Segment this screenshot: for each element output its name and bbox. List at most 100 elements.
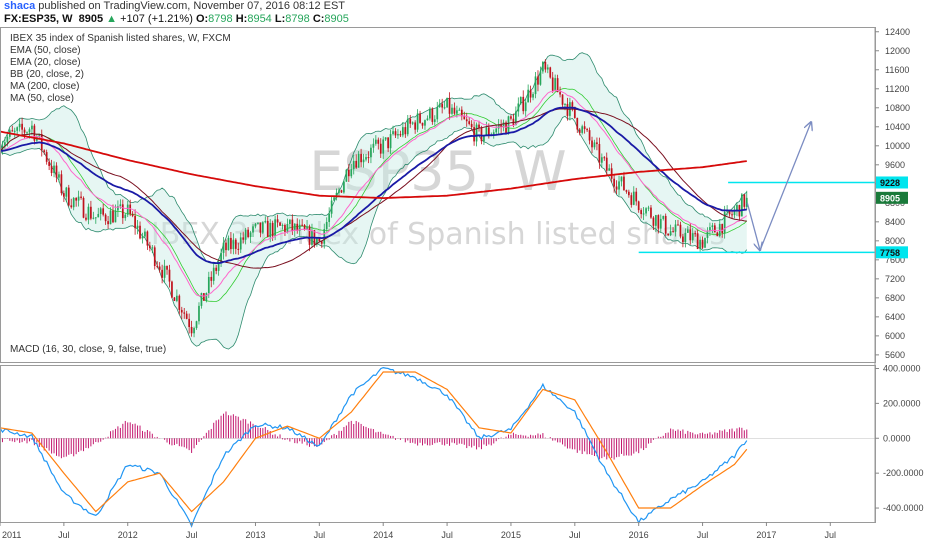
candle-body xyxy=(736,205,738,211)
candle-body xyxy=(205,292,208,301)
candle-body xyxy=(301,224,304,226)
candle-body xyxy=(18,123,21,128)
candle-body xyxy=(429,108,431,119)
x-tick-label: Jul xyxy=(314,530,326,540)
indicator-legend: IBEX 35 index of Spanish listed shares, … xyxy=(10,33,231,355)
candle-body xyxy=(578,129,581,133)
candle-body xyxy=(102,208,105,215)
candle-body xyxy=(610,168,613,179)
y-tick-label: 7200 xyxy=(885,274,905,284)
candle-body xyxy=(11,130,14,132)
candle-body xyxy=(70,205,73,208)
legend-ma200[interactable]: MA (200, close) xyxy=(10,81,79,92)
candle-body xyxy=(200,293,203,306)
y-tick-label: 5600 xyxy=(885,350,905,360)
open-value: 8798 xyxy=(208,13,233,25)
candle-body xyxy=(728,210,731,215)
candle-body xyxy=(600,157,603,163)
chart-canvas[interactable]: ESP35, W IBEX 35 index of Spanish listed… xyxy=(0,27,932,550)
macd-line xyxy=(0,366,748,528)
candle-body xyxy=(711,225,714,228)
candle-body xyxy=(33,125,36,141)
candle-body xyxy=(672,231,674,233)
symbol-label: FX:ESP35, W xyxy=(4,13,73,25)
candle-body xyxy=(652,217,655,226)
y-tick-label: 6000 xyxy=(885,331,905,341)
candle-body xyxy=(198,305,200,322)
candle-body xyxy=(141,236,144,239)
candle-body xyxy=(23,129,26,133)
candle-body xyxy=(6,136,9,143)
candle-body xyxy=(529,89,532,98)
arrow-up-annotation[interactable] xyxy=(759,122,811,251)
candle-body xyxy=(392,131,394,135)
ema50-line xyxy=(0,106,747,264)
author-name[interactable]: shaca xyxy=(4,0,36,12)
arrow-down-annotation[interactable] xyxy=(746,202,760,251)
candle-body xyxy=(598,144,601,163)
y-tick-label: 8400 xyxy=(885,217,905,227)
candle-body xyxy=(382,139,385,154)
candle-body xyxy=(389,134,392,149)
y-tick-label: 7600 xyxy=(885,255,905,265)
candle-body xyxy=(470,123,473,128)
candle-body xyxy=(478,124,480,128)
y-tick-label: 10000 xyxy=(885,141,910,151)
macd-legend[interactable]: MACD (16, 30, close, 9, false, true) xyxy=(10,344,166,355)
candle-body xyxy=(527,89,530,103)
candle-body xyxy=(266,220,269,238)
close-label: C: xyxy=(312,13,325,25)
candle-body xyxy=(603,157,606,159)
candle-body xyxy=(512,118,515,126)
x-tick-label: Jul xyxy=(825,530,837,540)
candle-body xyxy=(58,174,60,178)
candle-body xyxy=(352,160,355,170)
candle-body xyxy=(465,119,468,122)
price-tag-last-bg xyxy=(876,191,908,204)
candle-body xyxy=(608,168,611,171)
candle-body xyxy=(264,220,267,223)
candle-body xyxy=(500,125,502,128)
candle-body xyxy=(153,247,156,267)
candle-body xyxy=(347,169,350,177)
candle-body xyxy=(576,117,579,130)
candle-body xyxy=(655,215,657,226)
candle-body xyxy=(397,134,399,136)
legend-bb[interactable]: BB (20, close, 2) xyxy=(10,69,84,80)
candle-body xyxy=(77,196,80,201)
candle-body xyxy=(448,97,451,114)
candle-body xyxy=(701,239,704,248)
legend-ema20[interactable]: EMA (20, close) xyxy=(10,57,81,68)
candle-body xyxy=(564,103,566,105)
candle-body xyxy=(345,169,348,182)
legend-ema50[interactable]: EMA (50, close) xyxy=(10,45,81,56)
candle-body xyxy=(259,222,262,233)
candle-body xyxy=(632,191,635,205)
candle-body xyxy=(146,231,149,246)
candle-body xyxy=(559,92,561,95)
candle-body xyxy=(620,176,623,182)
candle-body xyxy=(706,231,709,239)
macd-pane[interactable] xyxy=(0,366,875,528)
candle-body xyxy=(532,94,534,98)
candle-body xyxy=(13,130,16,132)
candle-body xyxy=(662,215,665,219)
candle-body xyxy=(80,196,82,198)
price-tag-last: 8905 xyxy=(880,193,900,203)
candle-body xyxy=(456,110,458,114)
candle-body xyxy=(65,187,68,197)
legend-title[interactable]: IBEX 35 index of Spanish listed shares, … xyxy=(10,33,231,44)
candle-body xyxy=(463,116,466,120)
candle-body xyxy=(328,213,331,222)
candle-body xyxy=(365,157,367,160)
candle-body xyxy=(487,127,490,136)
candle-body xyxy=(623,176,625,191)
legend-ma50[interactable]: MA (50, close) xyxy=(10,93,74,104)
price-pane[interactable] xyxy=(0,52,875,350)
high-label: H: xyxy=(235,13,248,25)
candle-body xyxy=(303,225,306,230)
candle-body xyxy=(163,265,166,278)
candle-body xyxy=(183,312,186,314)
candle-body xyxy=(406,118,409,135)
candle-body xyxy=(320,241,323,244)
